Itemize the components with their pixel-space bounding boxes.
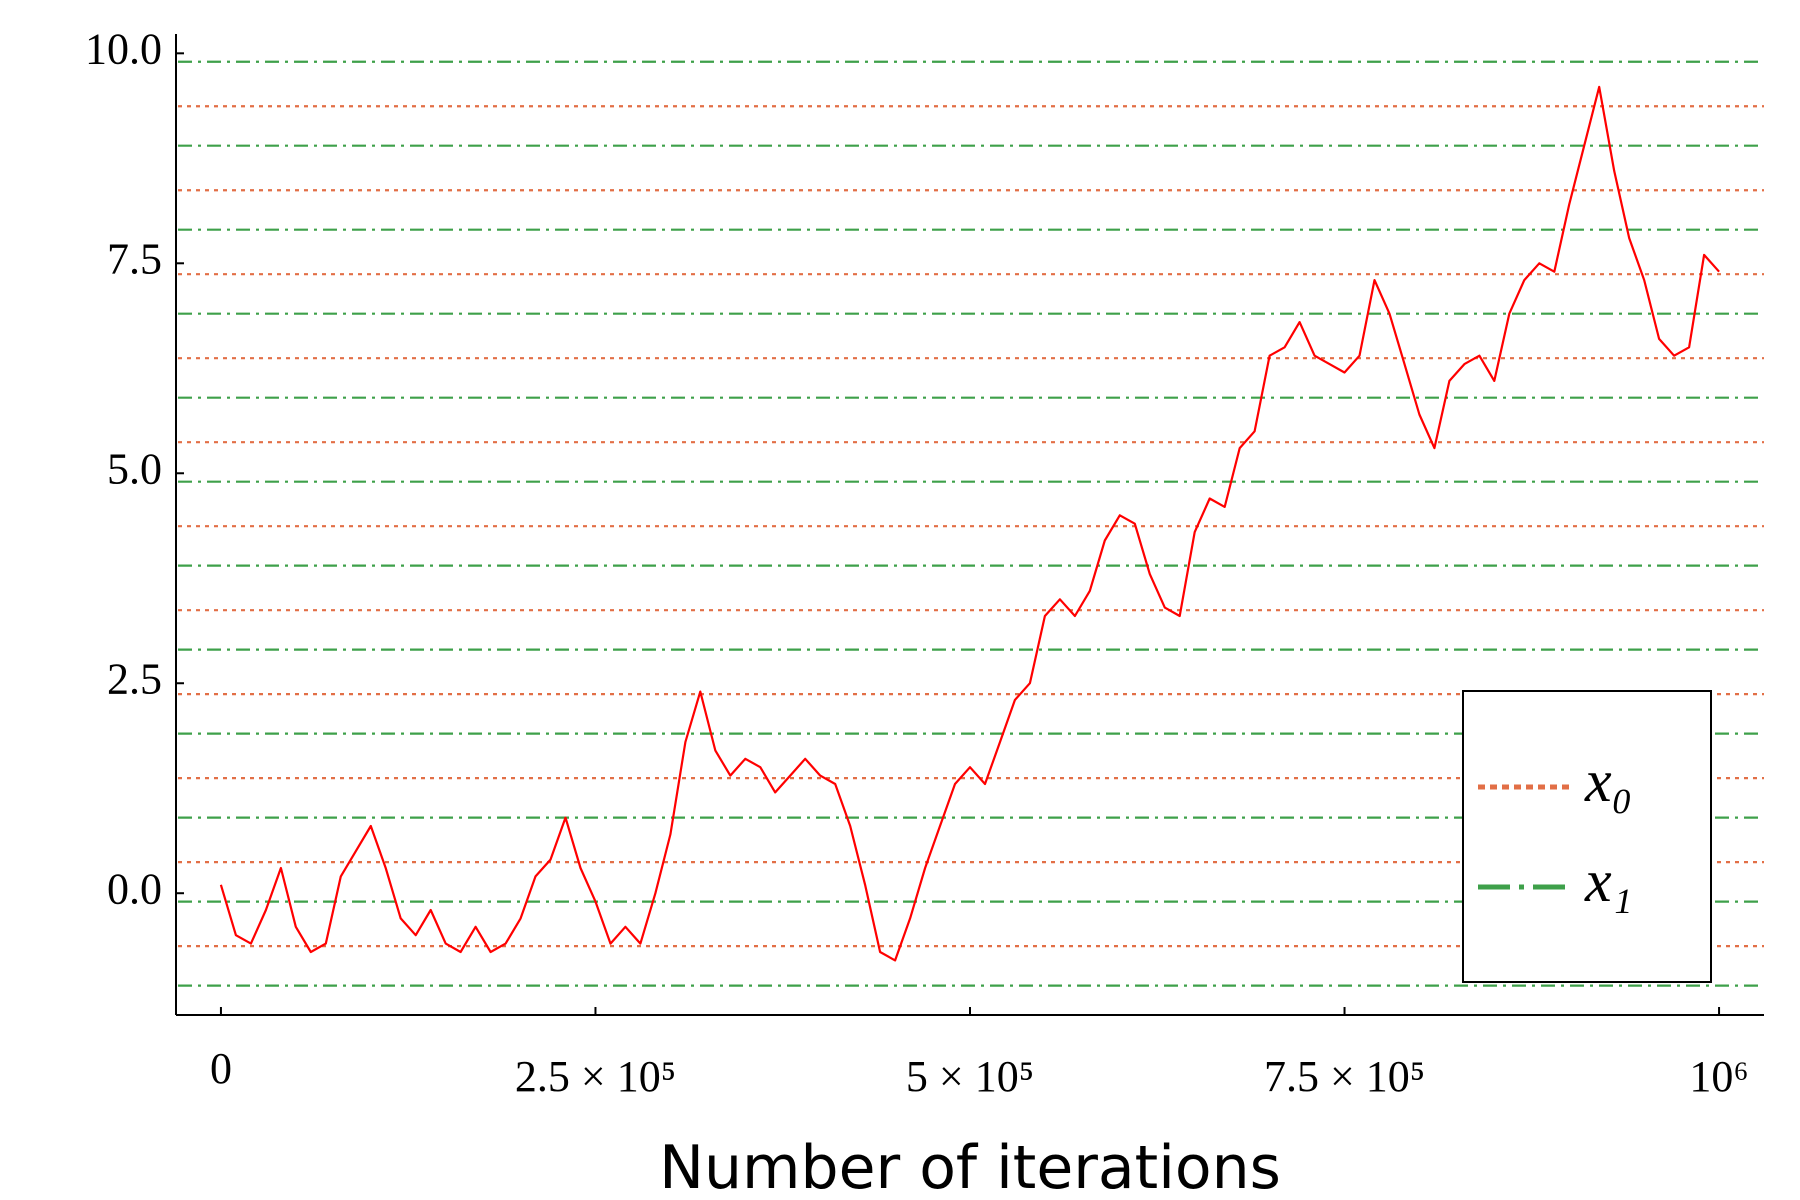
- y-tick-label: 10.0: [85, 24, 162, 73]
- x-axis-label: Number of iterations: [659, 1133, 1281, 1200]
- y-tick-label: 5.0: [107, 444, 162, 493]
- legend-label: x₀: [1584, 748, 1633, 814]
- legend-box: [1462, 690, 1712, 983]
- y-tick-label: 7.5: [107, 234, 162, 283]
- x-tick-label: 2.5 × 10⁵: [515, 1052, 676, 1101]
- x-tick-label: 7.5 × 10⁵: [1264, 1052, 1425, 1101]
- data-line: [219, 85, 1720, 962]
- x-tick-label: 5 × 10⁵: [906, 1052, 1034, 1101]
- y-tick-label: 0.0: [107, 864, 162, 913]
- legend-label: x₁: [1584, 848, 1633, 914]
- x-tick-label: 10⁶: [1689, 1052, 1748, 1101]
- y-tick-label: 2.5: [107, 654, 162, 703]
- x-tick-label: 0: [210, 1044, 232, 1093]
